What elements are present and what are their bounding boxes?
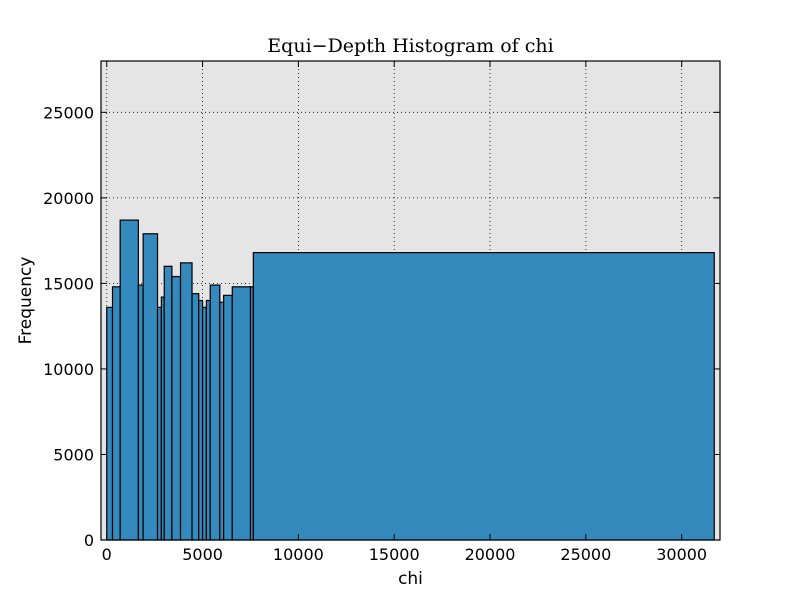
histogram-bar-7 (164, 266, 172, 540)
y-tick-label-3: 15000 (43, 274, 94, 293)
histogram-bar-9 (181, 263, 192, 540)
x-tick-label-1: 5000 (182, 545, 223, 564)
y-axis-label: Frequency (16, 257, 36, 345)
y-tick-label-5: 25000 (43, 103, 94, 122)
x-tick-label-0: 0 (102, 545, 112, 564)
x-tick-label-5: 25000 (560, 545, 611, 564)
y-tick-label-1: 5000 (53, 445, 94, 464)
histogram-bar-17 (232, 287, 250, 540)
histogram-bar-10 (192, 294, 199, 540)
histogram-bar-1 (112, 287, 120, 540)
x-tick-label-6: 30000 (656, 545, 707, 564)
x-axis-label: chi (398, 569, 423, 589)
y-tick-label-4: 20000 (43, 189, 94, 208)
histogram-bar-19 (253, 253, 714, 540)
chart-title: Equi−Depth Histogram of chi (267, 35, 553, 57)
histogram-bar-3 (138, 285, 143, 540)
histogram-bar-2 (120, 220, 138, 540)
histogram-bar-8 (172, 277, 181, 540)
y-tick-label-0: 0 (84, 531, 94, 550)
histogram-bar-16 (224, 295, 233, 540)
x-tick-label-4: 20000 (465, 545, 516, 564)
histogram-bar-4 (143, 234, 157, 540)
histogram-bar-0 (107, 307, 113, 540)
histogram-bar-14 (210, 285, 220, 540)
x-tick-label-3: 15000 (369, 545, 420, 564)
y-tick-label-2: 10000 (43, 360, 94, 379)
x-tick-label-2: 10000 (273, 545, 324, 564)
